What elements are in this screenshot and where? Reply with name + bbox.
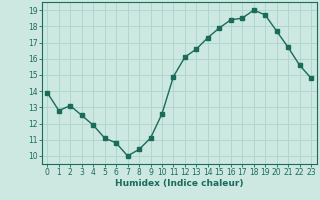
X-axis label: Humidex (Indice chaleur): Humidex (Indice chaleur) bbox=[115, 179, 244, 188]
